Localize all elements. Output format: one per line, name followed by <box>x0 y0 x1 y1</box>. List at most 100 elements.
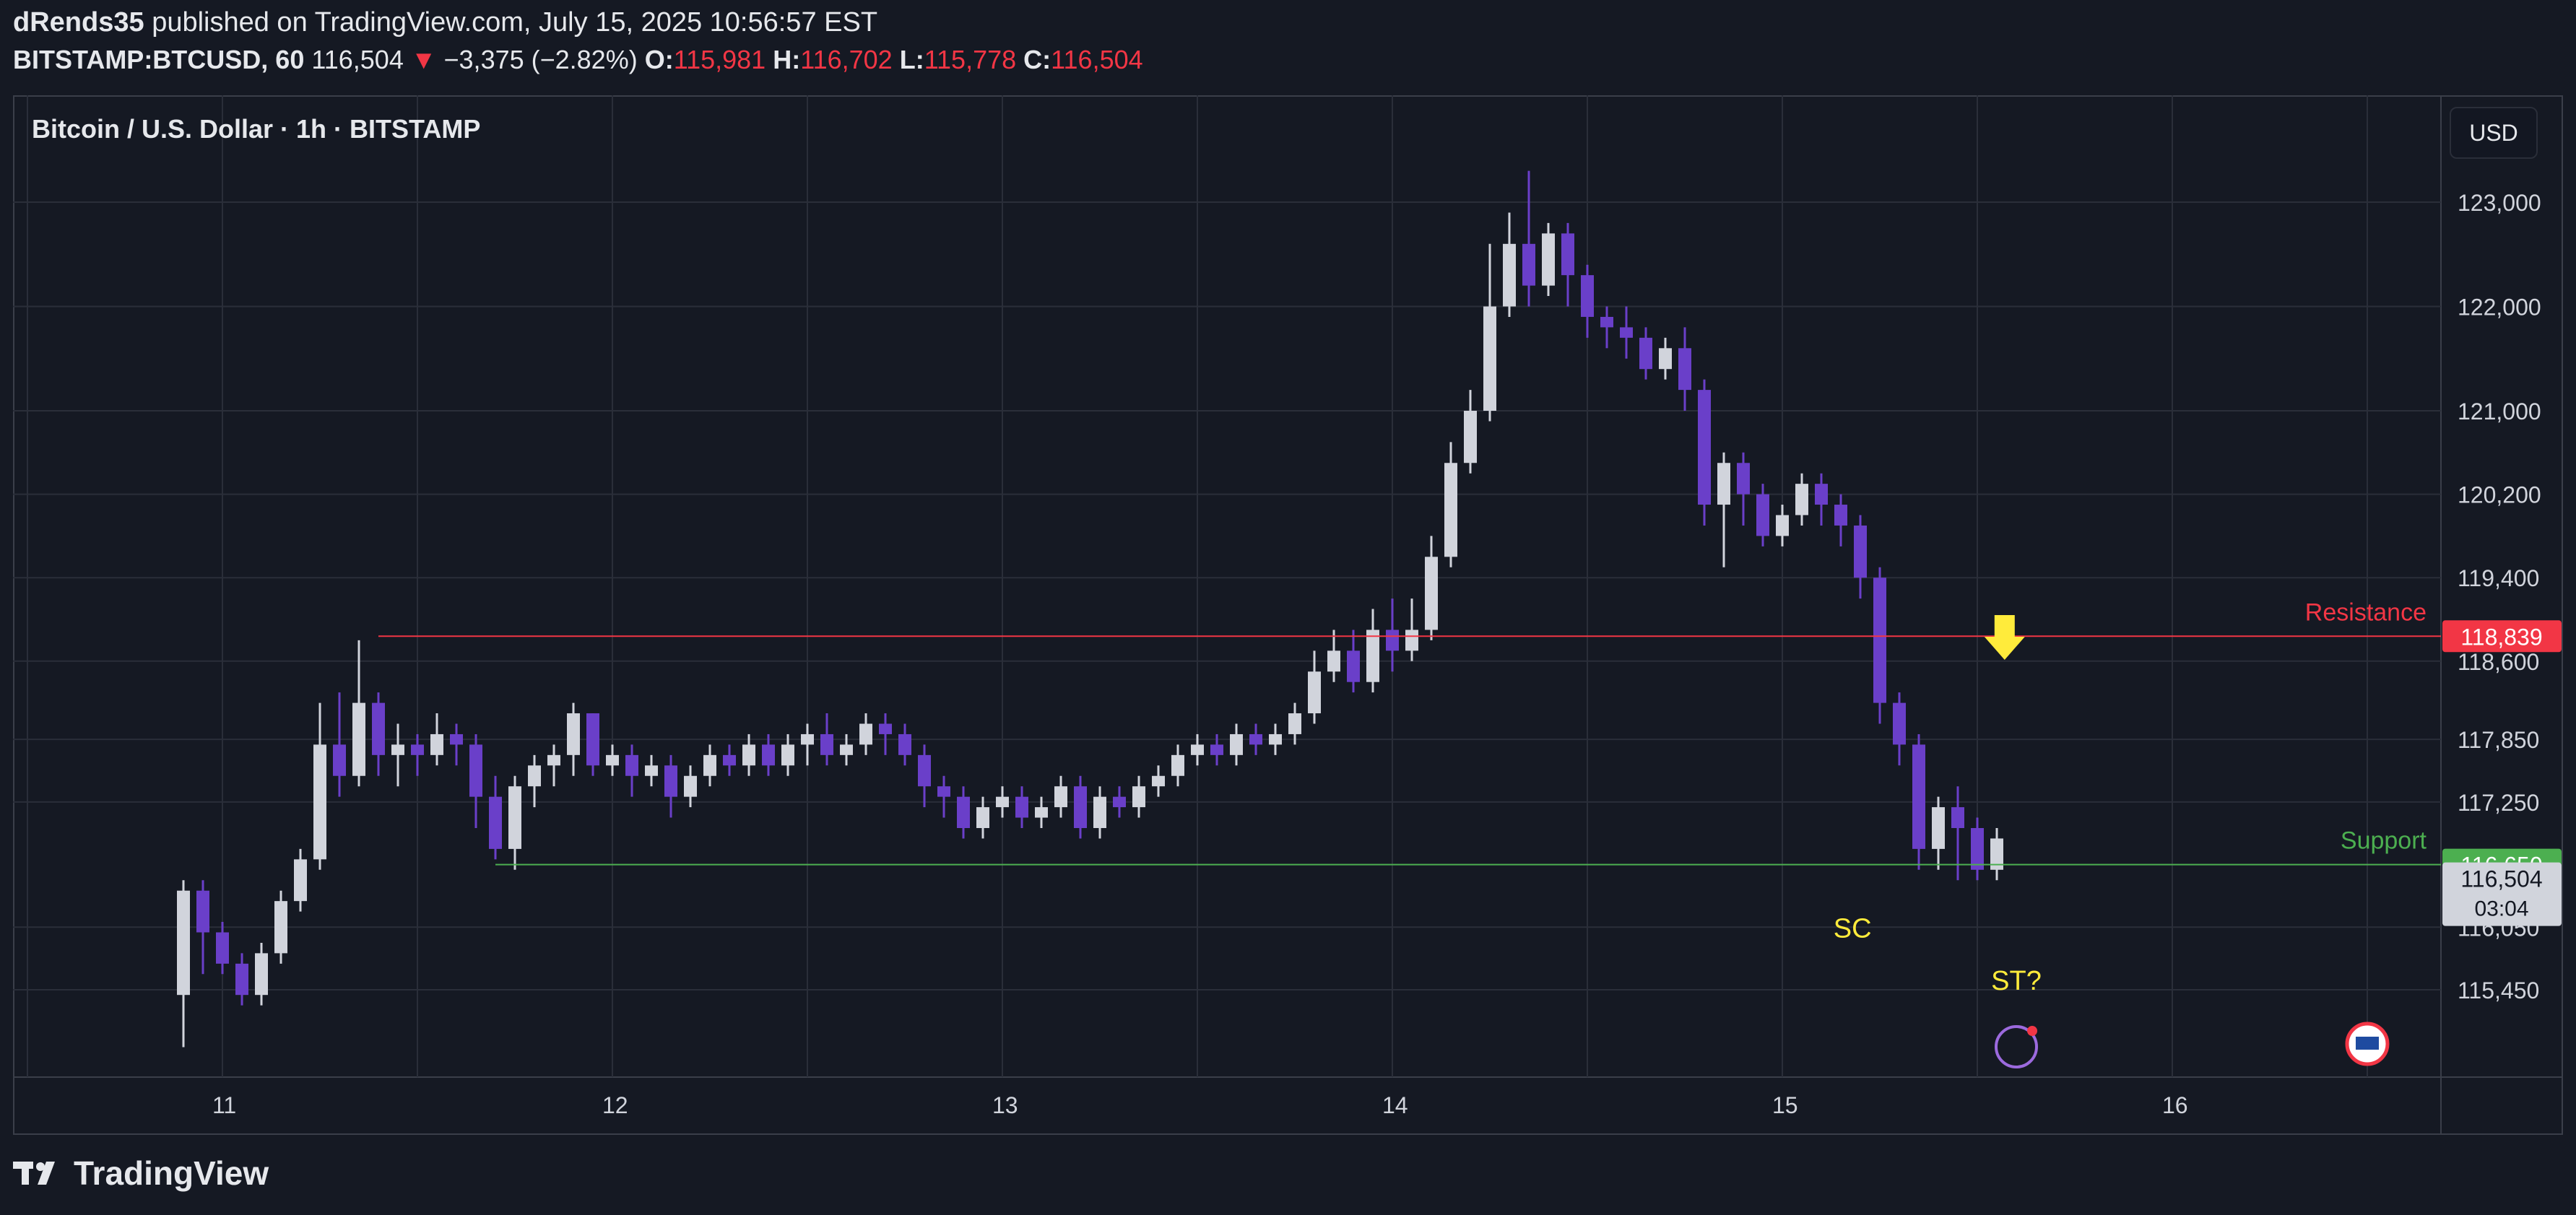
candle-body[interactable] <box>352 702 365 776</box>
candle-body[interactable] <box>1522 243 1535 286</box>
candle-body[interactable] <box>801 733 814 745</box>
candle-body[interactable] <box>1561 233 1574 276</box>
candle-body[interactable] <box>1191 744 1204 755</box>
candle-body[interactable] <box>937 786 950 797</box>
candle-body[interactable] <box>1308 671 1321 714</box>
candle-body[interactable] <box>196 890 209 933</box>
price-chart[interactable]: 123,000 122,000 121,000 120,200 119,400 118,6… <box>13 95 2563 1135</box>
candle-body[interactable] <box>742 744 755 766</box>
candle-body[interactable] <box>684 775 697 797</box>
candle-body[interactable] <box>294 859 307 902</box>
candle-body[interactable] <box>1620 327 1633 338</box>
candle-body[interactable] <box>664 765 677 797</box>
candle-body[interactable] <box>1756 494 1769 536</box>
candle-body[interactable] <box>1483 306 1496 411</box>
currency-button[interactable]: USD <box>2450 107 2538 159</box>
candle-body[interactable] <box>216 932 229 964</box>
candle-body[interactable] <box>1834 505 1847 526</box>
candle-body[interactable] <box>781 744 794 766</box>
candle-body[interactable] <box>528 765 541 787</box>
candle-body[interactable] <box>1581 275 1594 317</box>
candle-body[interactable] <box>1269 733 1282 745</box>
candle-body[interactable] <box>645 765 658 776</box>
flash-event-icon[interactable] <box>1995 1025 2038 1068</box>
candle-body[interactable] <box>1152 775 1165 787</box>
candle-body[interactable] <box>1698 390 1711 505</box>
candle-body[interactable] <box>1327 650 1340 672</box>
candle-body[interactable] <box>1951 807 1964 828</box>
candle-body[interactable] <box>1912 744 1925 849</box>
candle-body[interactable] <box>1405 630 1418 651</box>
candle-body[interactable] <box>1425 557 1438 630</box>
candle-body[interactable] <box>957 796 970 828</box>
candle-body[interactable] <box>567 713 580 755</box>
candle-body[interactable] <box>762 744 775 766</box>
candle-body[interactable] <box>1873 578 1886 703</box>
candle-body[interactable] <box>820 733 833 755</box>
candle-body[interactable] <box>1893 702 1906 745</box>
candle-body[interactable] <box>547 754 560 766</box>
candle-body[interactable] <box>430 733 443 755</box>
candle-body[interactable] <box>1347 650 1360 682</box>
candle-body[interactable] <box>859 723 872 745</box>
candle-body[interactable] <box>1113 796 1126 808</box>
candle-body[interactable] <box>274 901 287 954</box>
candle-body[interactable] <box>235 963 248 996</box>
candle-body[interactable] <box>1815 484 1828 505</box>
candle-body[interactable] <box>1366 630 1379 682</box>
candle-body[interactable] <box>391 744 404 755</box>
candle-body[interactable] <box>1717 463 1730 505</box>
candle-body[interactable] <box>450 733 463 745</box>
candle-body[interactable] <box>489 796 502 849</box>
candle-body[interactable] <box>723 754 736 766</box>
candle-body[interactable] <box>1795 484 1808 515</box>
candle-body[interactable] <box>1132 786 1145 808</box>
candle-body[interactable] <box>1776 515 1789 536</box>
candle-body[interactable] <box>411 744 424 755</box>
candle-body[interactable] <box>1288 713 1301 734</box>
candle-body[interactable] <box>1210 744 1223 755</box>
candle-body[interactable] <box>1093 796 1106 828</box>
candle-body[interactable] <box>1074 786 1087 828</box>
candle-body[interactable] <box>255 953 268 996</box>
candle-body[interactable] <box>703 754 716 776</box>
candle-body[interactable] <box>1932 807 1945 849</box>
candle-body[interactable] <box>469 744 482 797</box>
candle-body[interactable] <box>918 754 931 787</box>
candle-body[interactable] <box>1542 233 1555 286</box>
candle-body[interactable] <box>586 713 599 766</box>
chart-pane[interactable]: 123,000 122,000 121,000 120,200 119,400 118,6… <box>13 95 2563 1135</box>
candle-body[interactable] <box>1054 786 1067 808</box>
candle-body[interactable] <box>1990 838 2003 870</box>
candle-body[interactable] <box>1678 348 1691 391</box>
candle-body[interactable] <box>508 786 521 849</box>
candle-body[interactable] <box>1464 411 1477 463</box>
candle-body[interactable] <box>625 754 638 776</box>
candle-body[interactable] <box>1737 463 1750 495</box>
candle-body[interactable] <box>1444 463 1457 557</box>
publisher-name[interactable]: dRends35 <box>13 7 144 38</box>
candle-body[interactable] <box>333 744 346 776</box>
candle-body[interactable] <box>996 796 1009 808</box>
candle-body[interactable] <box>606 754 619 766</box>
candle-body[interactable] <box>372 702 385 755</box>
candle-body[interactable] <box>1015 796 1028 818</box>
candle-body[interactable] <box>879 723 892 734</box>
candle-body[interactable] <box>1249 733 1262 745</box>
candle-body[interactable] <box>1971 828 1984 870</box>
candle-body[interactable] <box>1386 630 1399 651</box>
candle-body[interactable] <box>1600 316 1613 328</box>
candle-body[interactable] <box>1035 807 1048 818</box>
candle-body[interactable] <box>1639 337 1652 370</box>
candle-body[interactable] <box>313 744 326 860</box>
footer-brand[interactable]: TradingView <box>13 1154 269 1193</box>
candle-body[interactable] <box>840 744 853 755</box>
candle-body[interactable] <box>1230 733 1243 755</box>
candle-body[interactable] <box>1854 525 1867 578</box>
candle-body[interactable] <box>976 807 989 828</box>
candle-body[interactable] <box>1503 243 1516 307</box>
candle-body[interactable] <box>177 890 190 996</box>
candle-body[interactable] <box>898 733 911 755</box>
candle-body[interactable] <box>1659 348 1672 370</box>
candle-body[interactable] <box>1171 754 1184 776</box>
